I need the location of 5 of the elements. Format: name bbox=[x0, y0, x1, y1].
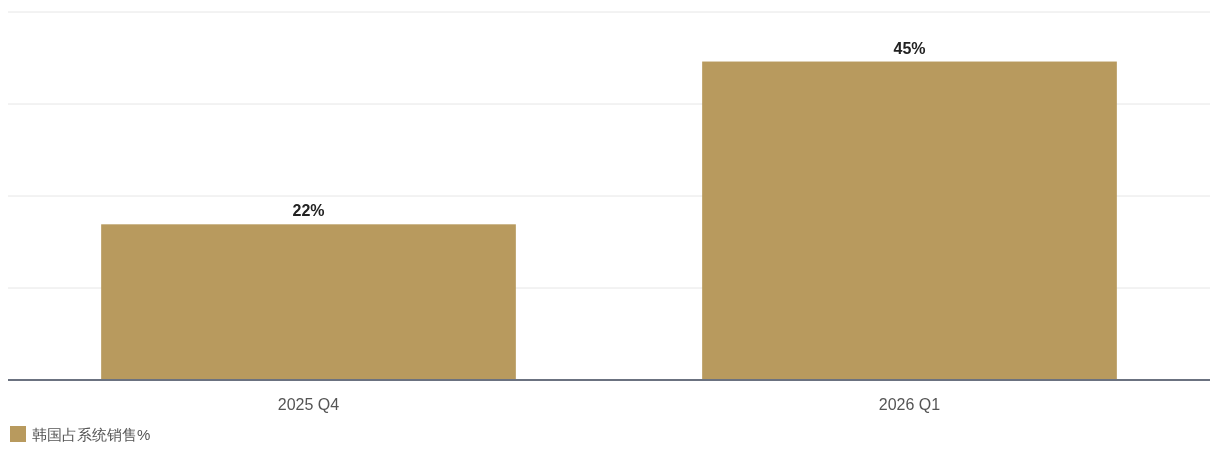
x-tick-label: 2025 Q4 bbox=[277, 396, 340, 413]
data-label: 45% bbox=[893, 39, 926, 57]
x-tick-label: 2026 Q1 bbox=[878, 396, 941, 413]
legend-label: 韩国占系统销售% bbox=[32, 426, 151, 443]
data-label: 22% bbox=[292, 202, 325, 220]
